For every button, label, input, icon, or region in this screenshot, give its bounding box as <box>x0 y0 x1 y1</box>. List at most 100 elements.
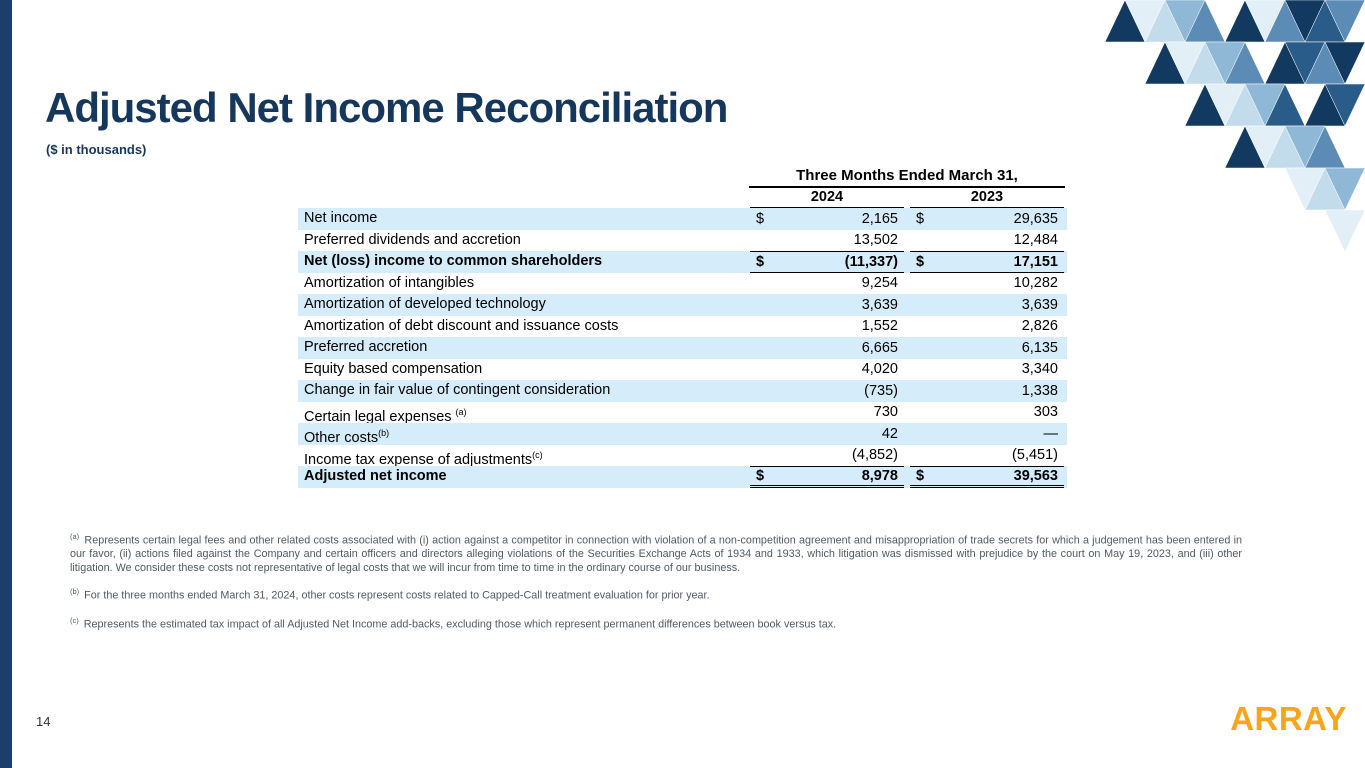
value-text: 4,020 <box>861 361 898 378</box>
value-text: 6,665 <box>861 339 898 356</box>
dollar-sign: $ <box>916 253 925 270</box>
table-row: Net (loss) income to common shareholders… <box>298 251 1067 273</box>
dollar-sign: $ <box>916 210 925 227</box>
value-text: 12,484 <box>1013 232 1058 249</box>
value-text: (4,852) <box>852 447 898 464</box>
table-row: Amortization of intangibles 9,254 10,282 <box>298 273 1067 295</box>
array-logo: ARRAY <box>1230 700 1347 737</box>
value-text: 8,978 <box>861 467 898 484</box>
value-text: 730 <box>873 404 898 421</box>
value-2023: $39,563 <box>907 466 1067 488</box>
value-2023: (5,451) <box>907 445 1067 467</box>
value-text: 1,552 <box>861 318 898 335</box>
row-label: Income tax expense of adjustments(c) <box>304 449 543 467</box>
value-2023: 6,135 <box>907 337 1067 359</box>
row-label: Certain legal expenses (a) <box>304 406 467 424</box>
value-2024: 1,552 <box>747 316 907 338</box>
value-2023: — <box>907 423 1067 445</box>
table-row: Preferred dividends and accretion 13,502 1… <box>298 230 1067 252</box>
value-text: 6,135 <box>1021 339 1058 356</box>
value-2023: 3,340 <box>907 359 1067 381</box>
row-label: Amortization of intangibles <box>304 274 475 291</box>
dollar-sign: $ <box>756 210 765 227</box>
table-column-header-row: 2024 2023 <box>298 188 1067 208</box>
table-body: Net income $2,165 $29,635 Preferred dividen… <box>298 208 1067 488</box>
value-text: 3,639 <box>861 296 898 313</box>
footnote: (c) Represents the estimated tax impact … <box>70 615 837 631</box>
value-text: 17,151 <box>1013 253 1058 270</box>
value-2023: 2,826 <box>907 316 1067 338</box>
value-text: (5,451) <box>1012 447 1058 464</box>
page-title: Adjusted Net Income Reconciliation <box>45 84 728 131</box>
value-text: 303 <box>1033 404 1058 421</box>
value-2023: 3,639 <box>907 294 1067 316</box>
value-2024: (4,852) <box>747 445 907 467</box>
row-label: Equity based compensation <box>304 360 483 377</box>
table-row: Certain legal expenses (a) 730 303 <box>298 402 1067 424</box>
value-2024: 13,502 <box>747 230 907 252</box>
column-header-2024: 2024 <box>750 188 904 208</box>
table-row: Other costs(b) 42 — <box>298 423 1067 445</box>
page-number: 14 <box>36 714 51 729</box>
table-row: Amortization of debt discount and issuan… <box>298 316 1067 338</box>
value-2024: 4,020 <box>747 359 907 381</box>
table-header-spacer <box>298 166 747 188</box>
table-row: Change in fair value of contingent consi… <box>298 380 1067 402</box>
value-text: — <box>1043 425 1059 442</box>
value-text: 10,282 <box>1013 275 1058 292</box>
row-label: Amortization of debt discount and issuan… <box>304 317 619 334</box>
table-row: Adjusted net income $8,978 $39,563 <box>298 466 1067 488</box>
value-text: 13,502 <box>853 232 898 249</box>
value-2024: 6,665 <box>747 337 907 359</box>
row-label: Preferred dividends and accretion <box>304 231 521 248</box>
value-text: 3,340 <box>1021 361 1058 378</box>
table-row: Amortization of developed technology 3,63… <box>298 294 1067 316</box>
value-text: 1,338 <box>1021 382 1058 399</box>
value-2024: $2,165 <box>747 208 907 230</box>
dollar-sign: $ <box>916 467 925 484</box>
row-label: Net (loss) income to common shareholders <box>304 253 603 269</box>
value-2024: (735) <box>747 380 907 402</box>
value-text: 2,165 <box>861 210 898 227</box>
table-row: Income tax expense of adjustments(c) (4,8… <box>298 445 1067 467</box>
table-row: Equity based compensation 4,020 3,340 <box>298 359 1067 381</box>
value-2024: 42 <box>747 423 907 445</box>
row-label: Amortization of developed technology <box>304 296 546 312</box>
footnote: (b) For the three months ended March 31,… <box>70 587 710 602</box>
dollar-sign: $ <box>756 253 765 270</box>
value-2024: $8,978 <box>747 466 907 488</box>
table-group-header: Three Months Ended March 31, <box>749 166 1065 188</box>
table-group-header-row: Three Months Ended March 31, <box>298 166 1067 188</box>
triangle-mosaic-decoration <box>1105 0 1365 252</box>
reconciliation-table: Three Months Ended March 31, 2024 2023 N… <box>298 166 1067 488</box>
value-2024: $ (11,337) <box>747 251 907 273</box>
row-label: Other costs(b) <box>304 428 390 445</box>
dollar-sign: $ <box>756 467 765 484</box>
value-2023: 10,282 <box>907 273 1067 295</box>
table-header-spacer <box>298 188 747 208</box>
value-2023: 12,484 <box>907 230 1067 252</box>
row-label: Adjusted net income <box>304 468 447 484</box>
row-label: Net income <box>304 210 378 226</box>
value-text: 39,563 <box>1013 467 1058 484</box>
left-accent-bar <box>0 0 12 768</box>
value-2023: 303 <box>907 402 1067 424</box>
value-text: 9,254 <box>861 275 898 292</box>
value-2023: $17,151 <box>907 251 1067 273</box>
value-2024: 730 <box>747 402 907 424</box>
column-header-2023: 2023 <box>910 188 1064 208</box>
value-text: 29,635 <box>1013 210 1058 227</box>
subtitle: ($ in thousands) <box>46 142 147 157</box>
row-label: Change in fair value of contingent consi… <box>304 382 611 398</box>
table-row: Preferred accretion 6,665 6,135 <box>298 337 1067 359</box>
value-2023: 1,338 <box>907 380 1067 402</box>
footnote: (a) Represents certain legal fees and ot… <box>70 532 1242 574</box>
value-2023: $29,635 <box>907 208 1067 230</box>
table-row: Net income $2,165 $29,635 <box>298 208 1067 230</box>
value-text: (735) <box>864 382 898 399</box>
value-text: (11,337) <box>844 253 898 270</box>
value-text: 2,826 <box>1021 318 1058 335</box>
value-2024: 3,639 <box>747 294 907 316</box>
value-text: 42 <box>881 425 898 442</box>
row-label: Preferred accretion <box>304 339 428 355</box>
